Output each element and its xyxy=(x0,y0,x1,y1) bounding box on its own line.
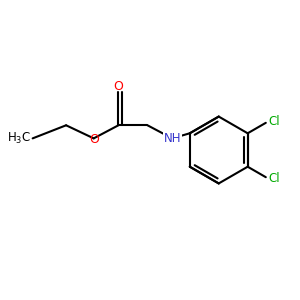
Text: H$_3$C: H$_3$C xyxy=(7,131,31,146)
Text: Cl: Cl xyxy=(268,172,280,185)
Text: NH: NH xyxy=(164,132,181,145)
Text: Cl: Cl xyxy=(268,115,280,128)
Text: O: O xyxy=(113,80,123,93)
Text: O: O xyxy=(89,133,99,146)
